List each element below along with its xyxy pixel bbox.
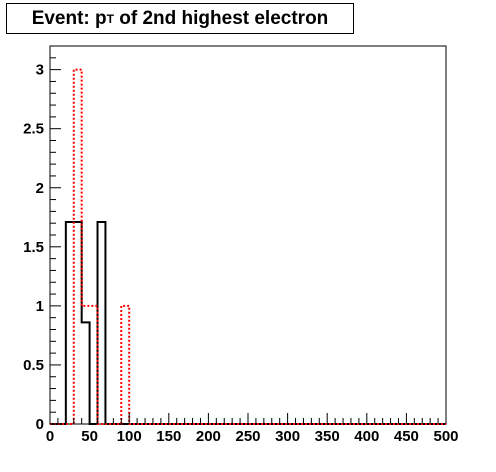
x-tick-label: 400 [354,428,379,445]
x-tick-label: 100 [117,428,142,445]
series-solid-bin-0 [66,222,74,424]
x-tick-label: 250 [235,428,260,445]
y-tick-label: 1.5 [23,239,44,256]
x-tick-label: 500 [433,428,458,445]
y-tick-label: 1 [36,298,44,315]
series-solid-bin-4 [98,222,106,424]
chart-title-prefix: Event: p [31,7,107,29]
chart-title-subscript: T [106,11,114,26]
x-tick-label: 150 [156,428,181,445]
x-tick-label: 200 [196,428,221,445]
x-tick-label: 0 [46,428,54,445]
series-solid-line [50,221,446,425]
series-dotted-bin-3 [121,306,129,424]
x-tick-label: 300 [275,428,300,445]
x-tick-label: 50 [81,428,98,445]
x-tick-label: 450 [394,428,419,445]
x-tick-label: 350 [315,428,340,445]
y-tick-label: 2 [36,180,44,197]
plot-frame [49,45,447,425]
y-tick-label: 3 [36,62,44,79]
chart-title-suffix: of 2nd highest electron [113,7,329,29]
y-tick-label: 0 [36,416,44,433]
y-tick-label: 0.5 [23,357,44,374]
axis-layer: 0 50 100 150 200 250 300 350 400 450 500 0 0.5 1 1.5 2 2… [23,45,459,445]
series-dotted-bin-0 [74,70,82,424]
series-dotted-bin-1 [82,306,90,424]
series-solid-bin-2 [82,322,90,424]
series-dotted-bin-2 [90,306,98,424]
y-tick-label: 2.5 [23,121,44,138]
series-layer [50,68,446,425]
series-solid-bin-1 [74,222,82,424]
series-dotted-line [50,68,446,425]
